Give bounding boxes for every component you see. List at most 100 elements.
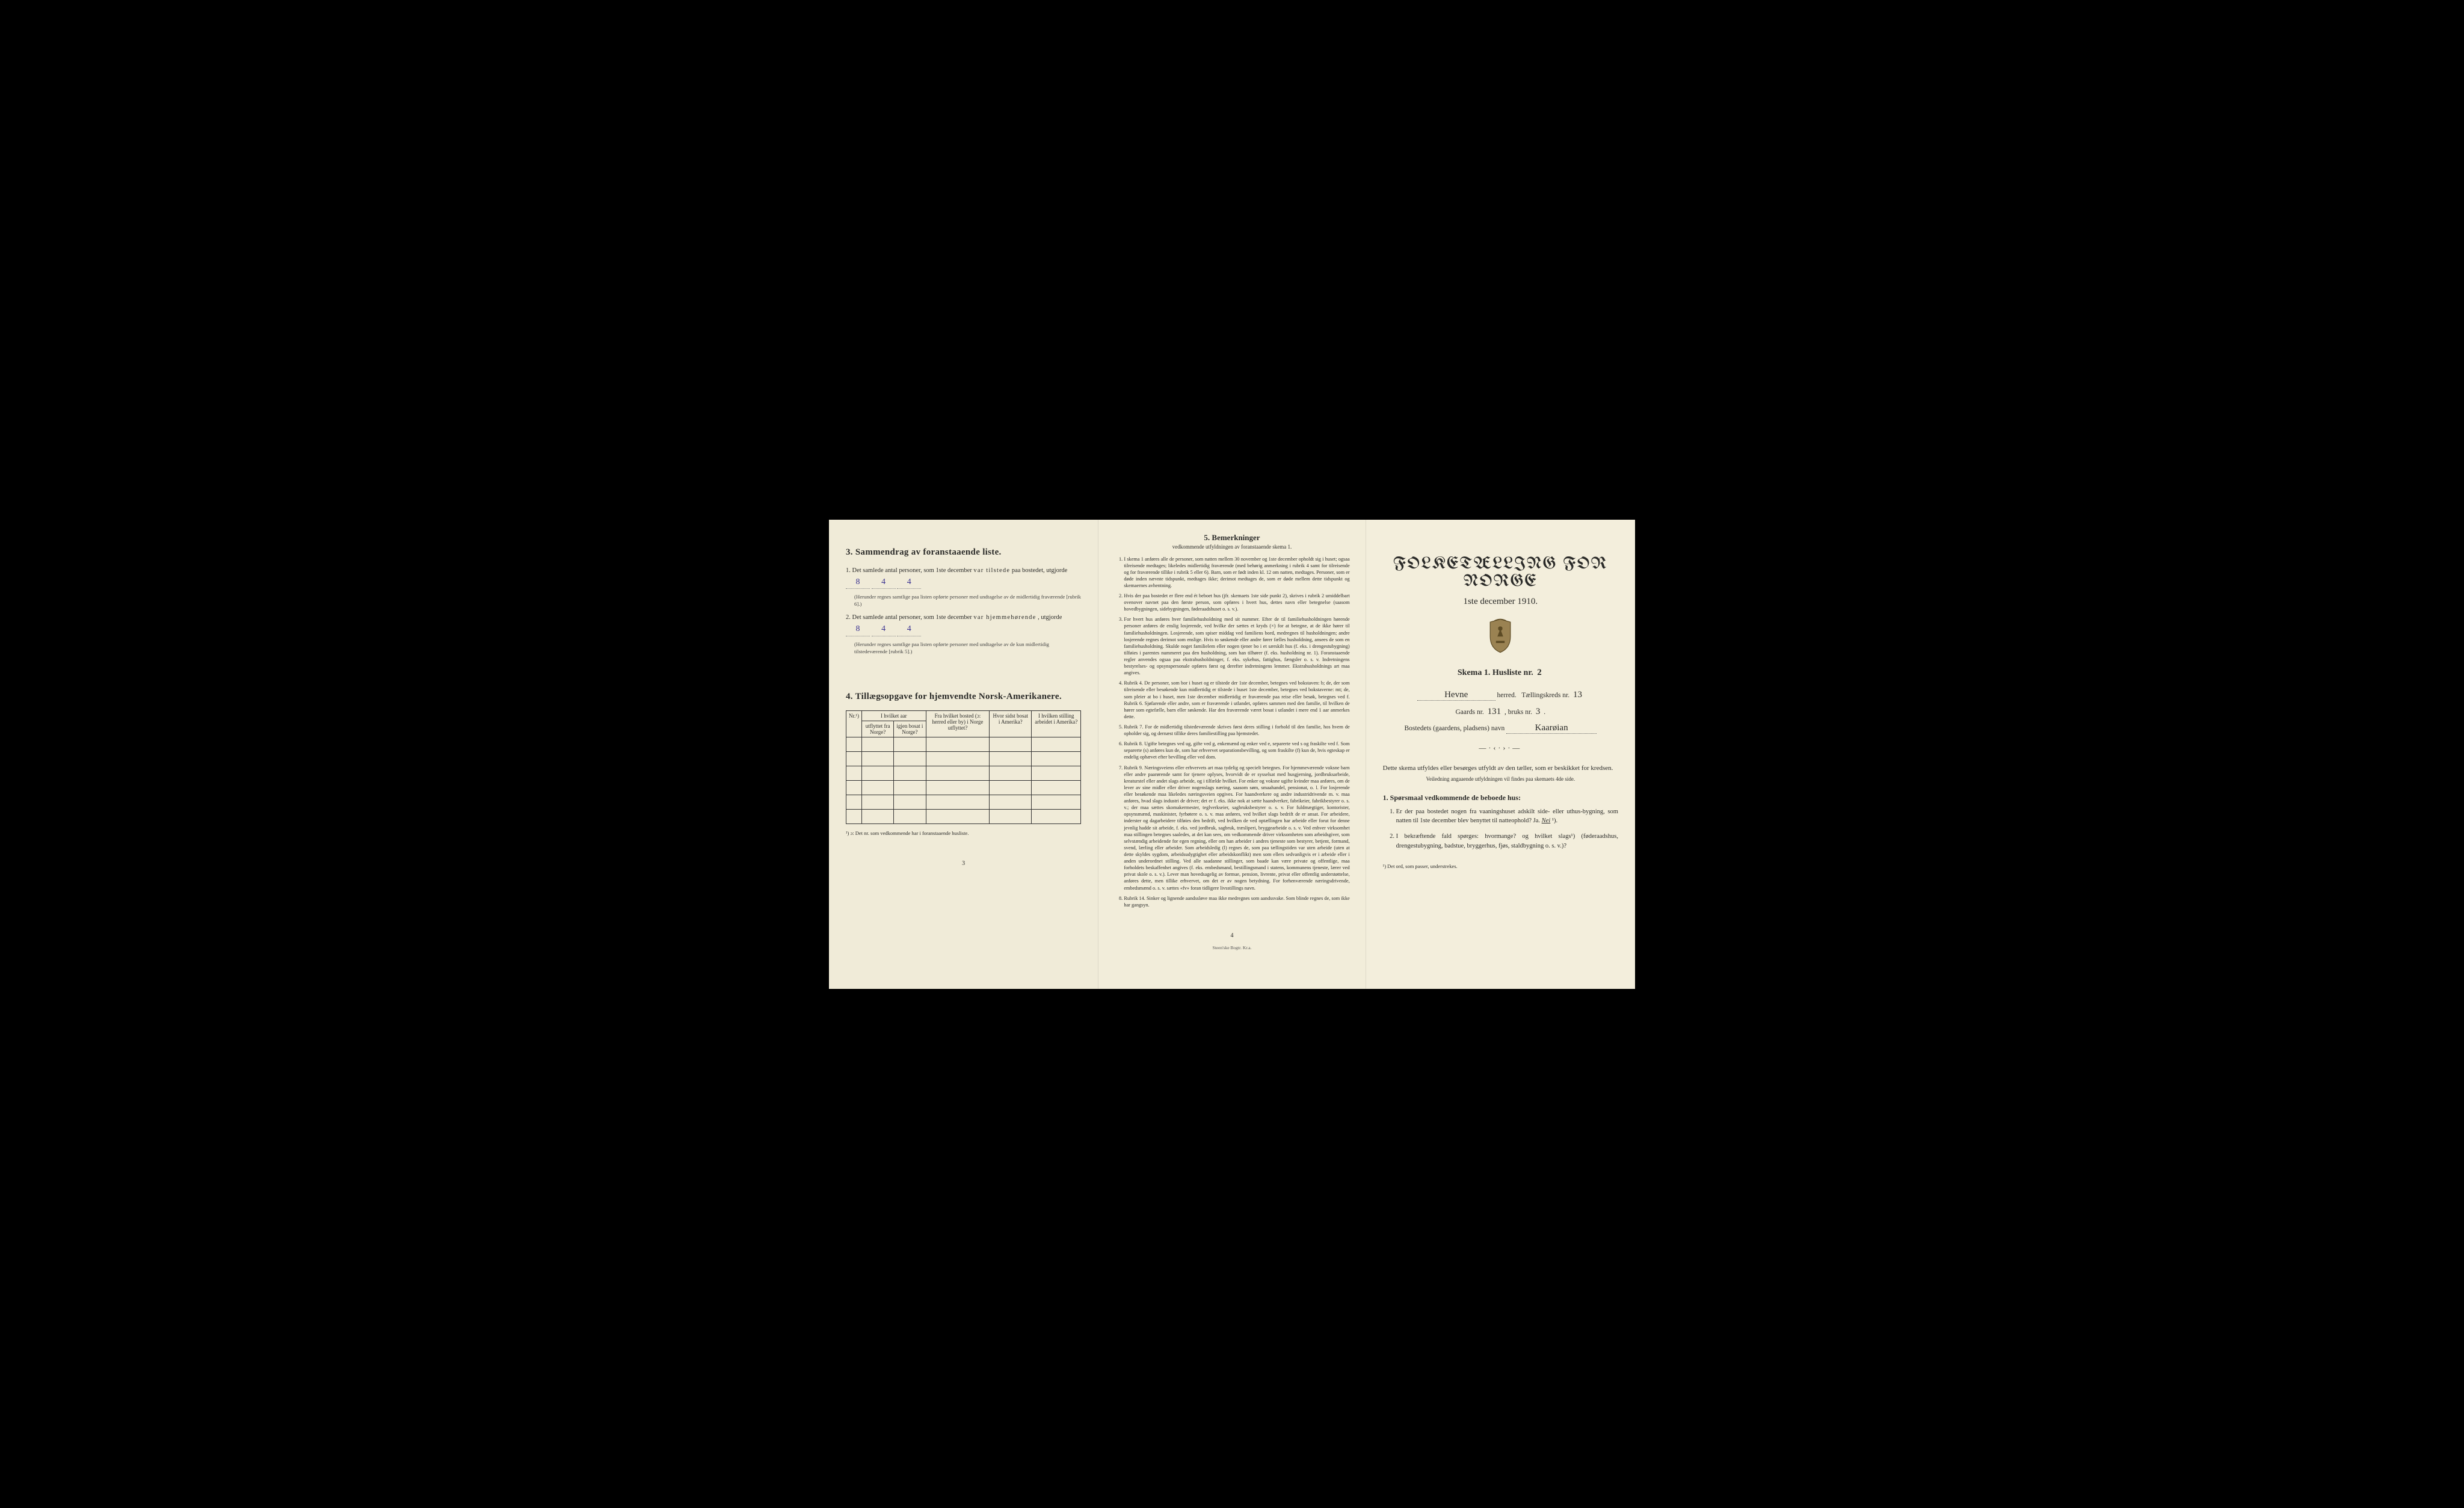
- table-cell: [861, 809, 893, 823]
- three-page-spread: 3. Sammendrag av foranstaaende liste. 1.…: [829, 520, 1635, 989]
- table-cell: [926, 809, 990, 823]
- table-cell: [990, 780, 1032, 795]
- table-cell: [894, 766, 926, 780]
- herred-label: herred.: [1497, 692, 1517, 699]
- section-5-heading: 5. Bemerkninger: [1114, 533, 1349, 543]
- table-cell: [861, 795, 893, 809]
- table-row: [846, 737, 1081, 751]
- table-cell: [990, 737, 1032, 751]
- tilstede-total: 8: [846, 576, 870, 589]
- table-cell: [894, 795, 926, 809]
- bruks-nr-value: 3: [1534, 707, 1542, 717]
- section-title: Bemerkninger: [1212, 533, 1260, 542]
- table-cell: [846, 766, 862, 780]
- document-subtitle: 1ste december 1910.: [1383, 597, 1618, 607]
- page-title-cover: FOLKETÆLLING FOR NORGE 1ste december 191…: [1366, 520, 1635, 989]
- herred-value: Hevne: [1417, 690, 1495, 701]
- table-cell: [1032, 795, 1081, 809]
- section-5-subtitle: vedkommende utfyldningen av foranstaaend…: [1114, 544, 1349, 550]
- husliste-nr-value: 2: [1535, 668, 1544, 678]
- table-cell: [861, 766, 893, 780]
- page-4: 5. Bemerkninger vedkommende utfyldningen…: [1098, 520, 1366, 989]
- summary-item-2-note: (Herunder regnes samtlige paa listen opf…: [854, 641, 1081, 656]
- table-cell: [990, 795, 1032, 809]
- table-cell: [1032, 809, 1081, 823]
- table-cell: [846, 809, 862, 823]
- table-cell: [846, 737, 862, 751]
- table-footnote: ¹) ɔ: Det nr. som vedkommende har i fora…: [846, 830, 1081, 836]
- gaards-line: Gaards nr. 131 , bruks nr. 3 .: [1383, 707, 1618, 717]
- question-heading: 1. Spørsmaal vedkommende de beboede hus:: [1383, 793, 1618, 802]
- th-utflyttet: utflyttet fra Norge?: [861, 721, 893, 737]
- printer-credit: Steen'ske Bogtr. Kr.a.: [1114, 945, 1349, 950]
- page-3: 3. Sammendrag av foranstaaende liste. 1.…: [829, 520, 1098, 989]
- text: 1. Det samlede antal personer, som 1ste …: [846, 567, 973, 574]
- page-number-3: 3: [846, 860, 1081, 867]
- summary-item-1-note: (Herunder regnes samtlige paa listen opf…: [854, 594, 1081, 608]
- table-cell: [990, 766, 1032, 780]
- question-2: I bekræftende fald spørges: hvormange? o…: [1396, 832, 1618, 851]
- th-bosted: Fra hvilket bosted (ɔ: herred eller by) …: [926, 710, 990, 737]
- remark-item: Rubrik 9. Næringsveiens eller erhvervets…: [1124, 765, 1349, 891]
- table-cell: [990, 809, 1032, 823]
- table-row: [846, 780, 1081, 795]
- table-cell: [861, 737, 893, 751]
- table-row: [846, 766, 1081, 780]
- th-amerika-bosat: Hvor sidst bosat i Amerika?: [990, 710, 1032, 737]
- remark-item: I skema 1 anføres alle de personer, som …: [1124, 556, 1349, 589]
- table-cell: [926, 780, 990, 795]
- instruction-block: Dette skema utfyldes eller besørges utfy…: [1383, 763, 1618, 784]
- table-cell: [1032, 780, 1081, 795]
- table-cell: [894, 780, 926, 795]
- table-cell: [861, 751, 893, 766]
- summary-item-1: 1. Det samlede antal personer, som 1ste …: [846, 566, 1081, 589]
- remark-item: Rubrik 8. Ugifte betegnes ved ug, gifte …: [1124, 740, 1349, 760]
- gaards-nr-value: 131: [1486, 707, 1503, 717]
- th-igjen-bosat: igjen bosat i Norge?: [894, 721, 926, 737]
- table-body: [846, 737, 1081, 823]
- table-cell: [926, 751, 990, 766]
- hjemme-male: 4: [872, 623, 896, 636]
- hjemme-total: 8: [846, 623, 870, 636]
- page-number-4: 4: [1114, 932, 1349, 939]
- text-emph: var hjemmehørende: [973, 614, 1036, 621]
- herred-line: Hevne herred. Tællingskreds nr. 13: [1383, 690, 1618, 701]
- bosted-line: Bostedets (gaardens, pladsens) navn Kaar…: [1383, 723, 1618, 734]
- th-nr: Nr.¹): [846, 710, 862, 737]
- hjemme-female: 4: [897, 623, 921, 636]
- bosted-value: Kaarøian: [1506, 723, 1597, 734]
- remark-item: Hvis der paa bostedet er flere end ét be…: [1124, 592, 1349, 612]
- skema-line: Skema 1. Husliste nr. 2: [1383, 668, 1618, 678]
- remark-item: For hvert hus anføres hver familiehushol…: [1124, 616, 1349, 676]
- instruction-subtext: Veiledning angaaende utfyldningen vil fi…: [1383, 775, 1618, 784]
- bosted-label: Bostedets (gaardens, pladsens) navn: [1405, 725, 1505, 732]
- table-cell: [1032, 766, 1081, 780]
- table-row: [846, 795, 1081, 809]
- table-cell: [894, 737, 926, 751]
- table-cell: [926, 737, 990, 751]
- answer-underlined: Nei: [1542, 817, 1551, 824]
- text-emph: var tilstede: [973, 567, 1010, 574]
- ornament-divider: ―·‹·›·―: [1383, 743, 1618, 752]
- section-3-heading: 3. Sammendrag av foranstaaende liste.: [846, 547, 1081, 558]
- th-stilling: I hvilken stilling arbeidet i Amerika?: [1032, 710, 1081, 737]
- table-cell: [861, 780, 893, 795]
- table-cell: [894, 751, 926, 766]
- table-cell: [846, 780, 862, 795]
- table-cell: [926, 766, 990, 780]
- table-cell: [990, 751, 1032, 766]
- question-list: Er der paa bostedet nogen fra vaaningshu…: [1383, 807, 1618, 851]
- kreds-label: Tællingskreds nr.: [1521, 692, 1569, 699]
- coat-of-arms-icon: [1383, 618, 1618, 657]
- table-row: [846, 751, 1081, 766]
- skema-label: Skema 1. Husliste nr.: [1458, 668, 1533, 677]
- table-cell: [1032, 737, 1081, 751]
- remark-item: Rubrik 7. For de midlertidig tilstedevær…: [1124, 724, 1349, 737]
- text: paa bostedet, utgjorde: [1012, 567, 1067, 574]
- tilstede-female: 4: [897, 576, 921, 589]
- section-4-heading: 4. Tillægsopgave for hjemvendte Norsk-Am…: [846, 692, 1081, 702]
- table-cell: [926, 795, 990, 809]
- text: , utgjorde: [1038, 614, 1062, 621]
- instruction-text: Dette skema utfyldes eller besørges utfy…: [1383, 763, 1618, 774]
- table-cell: [894, 809, 926, 823]
